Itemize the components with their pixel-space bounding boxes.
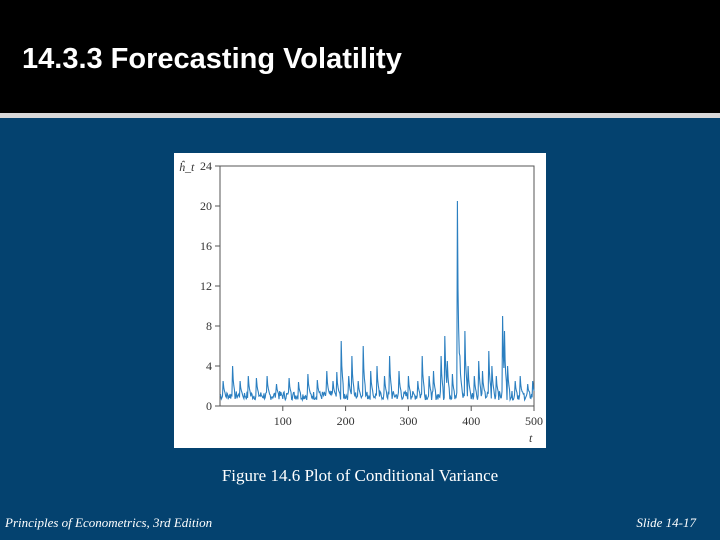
footer-source: Principles of Econometrics, 3rd Edition <box>5 515 213 530</box>
y-axis-ticks: 0 4 8 12 16 20 24 <box>200 159 220 413</box>
title-bar <box>0 0 720 113</box>
y-tick-label: 4 <box>206 359 212 373</box>
series-line <box>219 200 535 403</box>
conditional-variance-figure: 0 4 8 12 16 20 24 100 200 300 400 500 ĥ_t t <box>174 153 546 448</box>
y-axis-label: ĥ_t <box>179 160 195 174</box>
x-axis-label: t <box>529 431 533 445</box>
x-tick-label: 400 <box>462 414 480 428</box>
y-tick-label: 20 <box>200 199 212 213</box>
x-tick-label: 500 <box>525 414 543 428</box>
slide-title: 14.3.3 Forecasting Volatility <box>22 43 402 75</box>
x-tick-label: 200 <box>337 414 355 428</box>
y-tick-label: 12 <box>200 279 212 293</box>
y-tick-label: 24 <box>200 159 212 173</box>
y-tick-label: 16 <box>200 239 212 253</box>
title-divider <box>0 113 720 118</box>
x-tick-label: 100 <box>274 414 292 428</box>
slide-number: Slide 14-17 <box>636 515 696 530</box>
x-axis-ticks: 100 200 300 400 500 <box>274 406 543 428</box>
x-tick-label: 300 <box>399 414 417 428</box>
y-tick-label: 0 <box>206 399 212 413</box>
figure-caption: Figure 14.6 Plot of Conditional Variance <box>221 466 499 485</box>
y-tick-label: 8 <box>206 319 212 333</box>
conditional-variance-chart: 0 4 8 12 16 20 24 100 200 300 400 500 ĥ_t t <box>179 159 543 445</box>
